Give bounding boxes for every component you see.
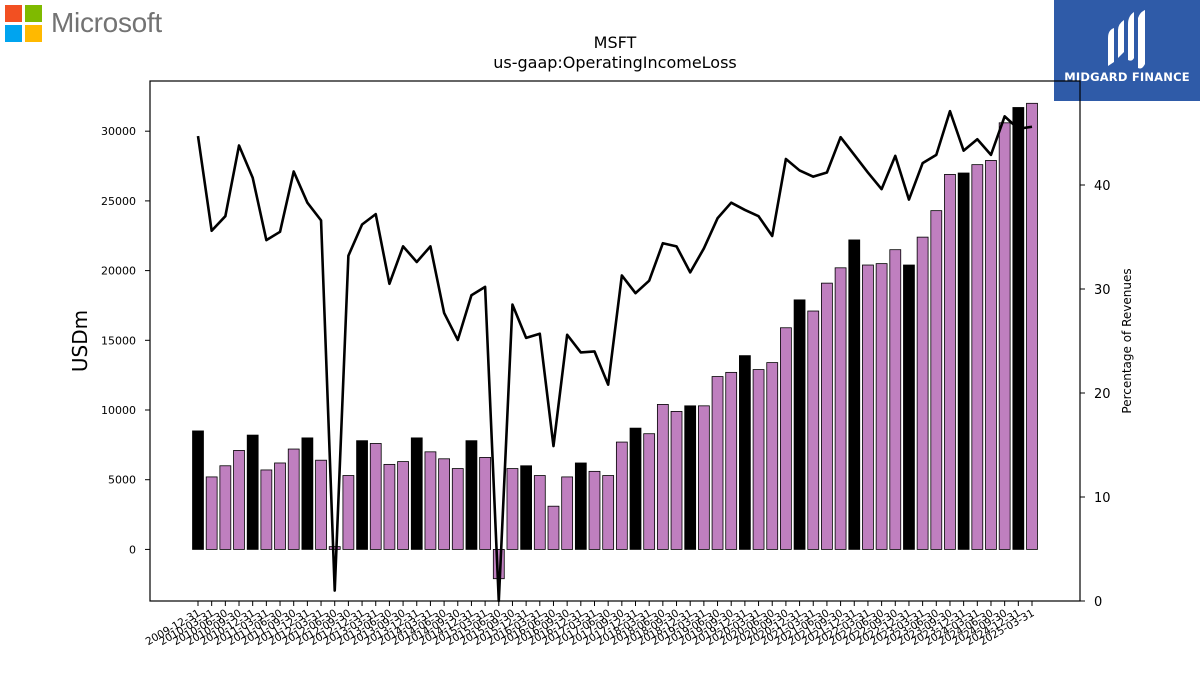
bar: [985, 160, 997, 550]
y2-tick-label: 10: [1094, 491, 1111, 506]
bar: [274, 462, 286, 550]
y-tick-label: 15000: [101, 334, 136, 347]
bar: [1026, 102, 1038, 550]
bar: [957, 172, 970, 550]
y-axis-label: USDm: [68, 310, 92, 372]
midgard-finance-logo: MIDGARD FINANCE: [1054, 0, 1200, 101]
percentage-line: [196, 109, 1033, 603]
bar: [656, 404, 669, 550]
bar: [862, 264, 874, 550]
bar: [725, 371, 738, 550]
bar: [506, 468, 519, 550]
bar: [219, 465, 232, 550]
bar: [410, 437, 423, 550]
bar: [684, 405, 697, 550]
logo-square-red: [5, 5, 22, 22]
bar: [574, 462, 587, 550]
y-tick-label: 30000: [101, 125, 136, 138]
bar: [424, 451, 437, 550]
bar: [602, 475, 615, 550]
bar: [451, 468, 464, 550]
bar: [547, 505, 560, 550]
y2-tick-label: 30: [1094, 283, 1111, 298]
bar: [821, 282, 833, 550]
bar: [192, 430, 204, 550]
bar: [301, 437, 314, 550]
midgard-emblem-icon: [1108, 10, 1145, 69]
bar: [944, 173, 956, 550]
chart-title: MSFT: [594, 33, 637, 52]
logo-square-yellow: [25, 25, 42, 42]
bar: [875, 263, 888, 550]
bar: [889, 249, 902, 550]
bar: [465, 440, 478, 550]
bar: [834, 267, 847, 550]
microsoft-logo: Microsoft: [5, 5, 185, 43]
bar: [205, 476, 218, 550]
bar: [315, 459, 327, 550]
bar: [780, 327, 792, 550]
bar: [356, 440, 368, 550]
bar: [1012, 107, 1025, 550]
bar: [561, 476, 574, 550]
y2-axis-label: Percentage of Revenues: [1120, 268, 1134, 413]
bar: [711, 376, 724, 550]
y-tick-label: 10000: [101, 404, 136, 417]
bar: [629, 427, 642, 550]
y-tick-label: 0: [129, 543, 136, 556]
logo-square-blue: [5, 25, 22, 42]
chart-subtitle: us-gaap:OperatingIncomeLoss: [493, 53, 737, 72]
plot-area: 0500010000150002000025000300000102030402…: [101, 80, 1111, 648]
logo-square-green: [25, 5, 42, 22]
bar: [998, 122, 1011, 550]
y-tick-label: 25000: [101, 195, 136, 208]
bar: [260, 469, 273, 550]
bar: [383, 463, 396, 550]
bar: [615, 441, 628, 550]
bar: [369, 443, 382, 550]
y-tick-label: 5000: [108, 474, 136, 487]
bar: [670, 410, 683, 550]
microsoft-wordmark: Microsoft: [51, 7, 162, 38]
bar: [479, 457, 491, 550]
bar: [328, 546, 341, 550]
bar: [903, 264, 915, 550]
bar: [233, 450, 245, 550]
bar: [930, 210, 943, 550]
bar: [533, 475, 546, 550]
y2-tick-label: 40: [1094, 179, 1111, 194]
bar: [971, 164, 984, 550]
bar: [643, 433, 656, 550]
bar: [739, 355, 751, 550]
bar: [397, 461, 409, 550]
bar: [848, 239, 861, 550]
bar: [793, 299, 806, 550]
y-tick-label: 20000: [101, 265, 136, 278]
y2-tick-label: 20: [1094, 387, 1111, 402]
bar: [588, 470, 601, 550]
bar: [438, 458, 450, 550]
bar: [916, 236, 929, 550]
bar: [520, 465, 532, 550]
bar: [246, 434, 259, 550]
bar: [698, 405, 710, 550]
plot-frame: [149, 80, 1081, 602]
bar: [807, 310, 820, 550]
bar: [766, 362, 779, 550]
bar: [752, 369, 765, 550]
bar: [287, 448, 300, 550]
y2-tick-label: 0: [1094, 595, 1102, 610]
bar: [342, 475, 355, 550]
midgard-wordmark: MIDGARD FINANCE: [1064, 70, 1190, 84]
